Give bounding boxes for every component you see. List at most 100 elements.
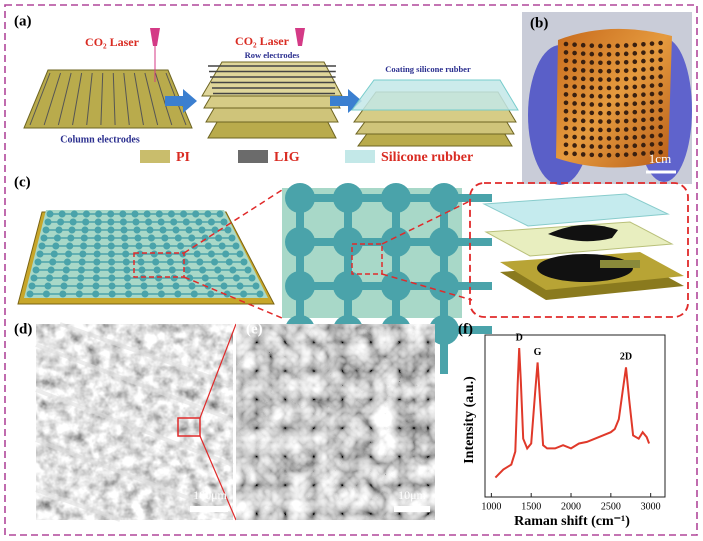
pad	[222, 250, 230, 258]
scale-bar	[190, 506, 228, 512]
electrode	[29, 72, 51, 126]
electrode-dot	[572, 126, 577, 131]
electrode-dot	[580, 118, 586, 124]
pad	[256, 290, 264, 298]
electrode-dot	[589, 127, 595, 132]
legend: PI LIG Silicone rubber	[140, 150, 473, 165]
electrode-dot	[649, 66, 655, 72]
detail-box	[469, 182, 689, 318]
pad	[165, 250, 173, 258]
electrode-dot	[598, 68, 603, 74]
pad	[67, 234, 75, 242]
electrode-dot	[598, 94, 603, 99]
laser-label: CO₂ Laser	[85, 35, 140, 49]
scale-bar	[394, 506, 430, 512]
pad	[180, 210, 188, 218]
electrode-dot	[615, 102, 620, 107]
zoom-box	[133, 252, 185, 278]
electrode-dot	[658, 65, 663, 71]
electrode-dot	[632, 135, 638, 140]
pad	[123, 274, 131, 282]
pad	[188, 234, 196, 242]
sensor-grid	[26, 210, 264, 298]
pad	[108, 258, 116, 266]
electrode	[154, 72, 173, 126]
pad	[42, 226, 50, 234]
pad	[92, 290, 100, 298]
electrode-dot	[632, 109, 638, 115]
pad	[93, 266, 101, 274]
x-tick-label: 1000	[481, 501, 501, 512]
electrode-dot	[563, 66, 569, 72]
pad	[122, 258, 130, 266]
pad	[172, 226, 180, 234]
electrode-dot	[641, 109, 646, 114]
panel-d: (d) 100μm	[14, 321, 237, 522]
electrode-dot	[598, 119, 603, 124]
electrode-dot	[649, 41, 655, 46]
electrode-dot	[563, 100, 569, 106]
coated-board	[351, 79, 519, 147]
electrode-dot	[623, 93, 629, 99]
electrode-dot	[563, 75, 569, 80]
electrode-dot	[641, 67, 646, 72]
trace	[348, 238, 396, 246]
electrode-dot	[606, 85, 612, 91]
electrode-dot	[572, 75, 577, 81]
pad	[120, 226, 128, 234]
electrode-dot	[641, 125, 646, 131]
electrode-dot	[649, 58, 655, 63]
electrode	[144, 72, 159, 126]
electrode-dot	[658, 49, 663, 54]
laser-icon	[150, 28, 160, 46]
pad	[132, 218, 140, 226]
trace	[296, 286, 304, 330]
electrode-dot	[623, 101, 629, 107]
pad	[207, 290, 215, 298]
electrode-dot	[589, 76, 595, 82]
electrode-dot	[606, 94, 612, 99]
electrode-dot	[632, 126, 638, 132]
pad	[44, 282, 52, 290]
laser-label: CO₂ Laser	[235, 34, 290, 48]
pad	[47, 266, 55, 274]
pad	[121, 242, 129, 250]
electrode-dot	[598, 43, 603, 49]
pad	[195, 218, 203, 226]
pad	[36, 250, 44, 258]
electrode-dot	[649, 49, 655, 55]
pad	[244, 266, 252, 274]
trace	[444, 326, 492, 334]
electrode-dot	[658, 124, 663, 130]
pad	[240, 290, 248, 298]
pad	[119, 218, 127, 226]
pad	[62, 266, 70, 274]
electrode-dot	[641, 41, 646, 47]
pad	[60, 282, 68, 290]
electrode-dot	[580, 68, 586, 73]
pad	[232, 274, 240, 282]
trace	[444, 194, 492, 202]
pad	[107, 250, 115, 258]
pad	[224, 226, 232, 234]
electrode	[133, 72, 144, 126]
trace	[396, 194, 444, 202]
pad	[145, 218, 153, 226]
zoom-line	[381, 199, 473, 245]
electrode-dot	[615, 68, 620, 74]
pad	[122, 250, 130, 258]
electrode-dot	[623, 110, 629, 115]
electrode-dot	[589, 51, 595, 57]
electrode-dot	[598, 136, 603, 141]
electrode-dot	[615, 144, 620, 149]
electrode	[123, 72, 130, 126]
electrode-dot	[632, 84, 638, 90]
electrode-dot	[572, 92, 577, 98]
plot-frame	[484, 334, 666, 498]
pad	[55, 226, 63, 234]
pad	[161, 234, 169, 242]
electrode-dot	[658, 91, 663, 96]
pad	[93, 250, 101, 258]
electrode-dot	[641, 142, 646, 148]
peak-label: G	[534, 347, 542, 358]
